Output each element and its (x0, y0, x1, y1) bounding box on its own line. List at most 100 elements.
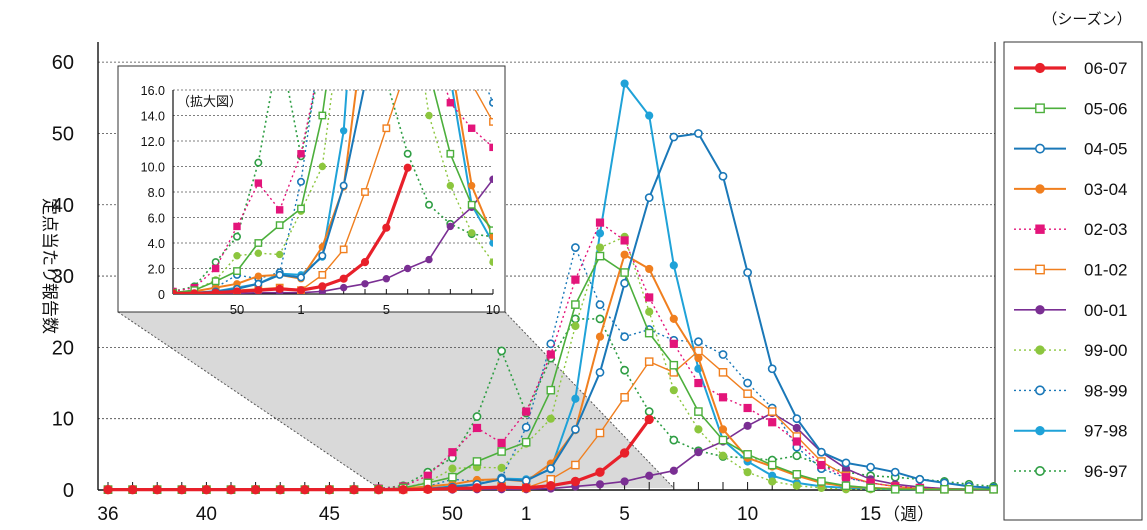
point (989, 484, 998, 494)
point (426, 29, 432, 35)
point (296, 177, 305, 186)
y-tick-label: 0 (63, 480, 74, 502)
inset-series-06-07 (173, 163, 412, 294)
point (767, 407, 777, 416)
point (718, 350, 728, 359)
point (297, 204, 305, 213)
point (319, 55, 325, 61)
point (339, 274, 348, 283)
point (595, 243, 605, 252)
inset-series-line (173, 90, 493, 294)
inset-y-tick-label: 2.0 (148, 263, 165, 277)
point (620, 79, 629, 88)
point (718, 368, 728, 377)
point (595, 218, 605, 227)
point (448, 448, 457, 457)
point (890, 467, 900, 477)
point (571, 300, 580, 309)
point (669, 261, 678, 270)
point (448, 464, 457, 473)
legend-item-96-97: 96-97 (1014, 462, 1127, 481)
point (521, 422, 531, 432)
point (398, 484, 408, 495)
point (645, 111, 654, 120)
point (426, 23, 432, 29)
point (275, 484, 285, 495)
point (644, 407, 654, 416)
point (644, 328, 654, 338)
point (446, 149, 455, 158)
point (211, 288, 220, 294)
point (423, 484, 433, 494)
point (669, 360, 679, 370)
point (743, 403, 752, 413)
point (339, 127, 348, 135)
inset-x-tick-label: 5 (383, 302, 390, 317)
point (339, 245, 348, 254)
point (403, 149, 412, 158)
legend-item-02-03: 02-03 (1014, 220, 1127, 239)
x-tick-label: 5 (619, 504, 630, 525)
point (1035, 184, 1045, 194)
inset-x-tick-label: 50 (230, 302, 244, 317)
point (595, 229, 605, 238)
point (768, 477, 777, 486)
point (571, 394, 580, 403)
point (522, 407, 531, 416)
point (792, 437, 801, 446)
point (233, 252, 241, 260)
point (595, 428, 605, 438)
point (472, 423, 482, 433)
point (319, 49, 325, 55)
x-tick-label: 36 (97, 504, 118, 525)
point (362, 17, 368, 23)
callout-line-left (117, 311, 379, 489)
legend-label: 97-98 (1084, 422, 1127, 441)
point (792, 414, 802, 424)
point (275, 206, 284, 214)
legend-label: 04-05 (1084, 140, 1127, 159)
point (620, 332, 629, 342)
point (254, 272, 263, 280)
point (645, 264, 654, 274)
point (472, 457, 482, 466)
point (254, 279, 263, 288)
legend-label: 99-00 (1084, 341, 1127, 360)
point (571, 243, 580, 252)
point (447, 483, 458, 494)
y-tick-label: 20 (52, 337, 74, 359)
point (447, 26, 453, 32)
point (546, 414, 555, 423)
point (595, 480, 605, 489)
legend-label: 00-01 (1084, 301, 1127, 320)
point (226, 484, 236, 495)
point (403, 264, 412, 273)
point (472, 412, 482, 421)
callout-line-right (504, 311, 675, 489)
inset-x-tick-label: 10 (486, 302, 500, 317)
x-tick-label: 45 (319, 504, 340, 525)
point (425, 255, 433, 264)
point (915, 484, 925, 494)
inset-series-05-06 (173, 90, 493, 294)
point (669, 132, 679, 142)
point (254, 249, 263, 257)
point (743, 268, 752, 277)
point (718, 435, 728, 445)
point (792, 451, 802, 461)
point (497, 463, 506, 472)
point (177, 484, 187, 495)
point (1035, 426, 1045, 436)
point (571, 321, 580, 331)
x-tick-label: 40 (196, 504, 217, 525)
point (644, 357, 654, 366)
point (318, 111, 327, 120)
x-tick-label: 10 (737, 504, 758, 525)
point (1035, 345, 1045, 355)
legend-item-99-00: 99-00 (1014, 341, 1127, 360)
inset-y-tick-label: 14.0 (141, 110, 165, 124)
point (694, 129, 703, 138)
point (276, 42, 282, 48)
y-tick-label: 40 (52, 195, 74, 217)
